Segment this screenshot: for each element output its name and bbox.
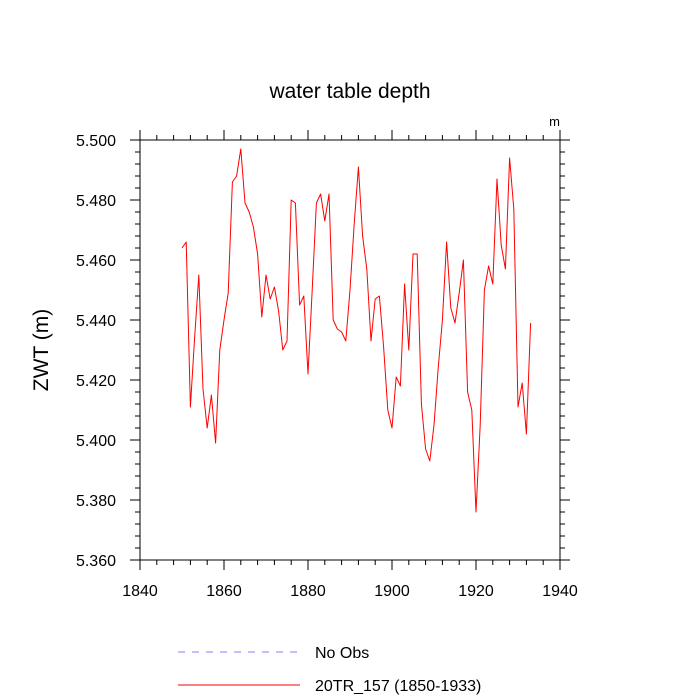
- legend: No Obs 20TR_157 (1850-1933): [178, 645, 481, 695]
- y-tick-label: 5.440: [76, 313, 116, 330]
- x-tick-label: 1880: [290, 583, 326, 600]
- y-tick-label: 5.360: [76, 553, 116, 570]
- chart-title: water table depth: [268, 80, 430, 103]
- plot-frame: [139, 139, 561, 561]
- x-tick-label: 1940: [542, 583, 578, 600]
- y-tick-labels: 5.360 5.380 5.400 5.420 5.440 5.460 5.480 5.500: [76, 133, 116, 570]
- x-tick-label: 1900: [374, 583, 410, 600]
- y-axis-label: ZWT (m): [30, 309, 53, 391]
- x-tick-label: 1920: [458, 583, 494, 600]
- y-tick-label: 5.420: [76, 373, 116, 390]
- series-group: [181, 148, 532, 513]
- x-tick-label: 1840: [122, 583, 158, 600]
- x-tick-label: 1860: [206, 583, 242, 600]
- y-tick-label: 5.480: [76, 193, 116, 210]
- x-tick-labels: 1840 1860 1880 1900 1920 1940: [122, 583, 578, 600]
- series-line-20tr-157: [181, 148, 532, 513]
- axis-ticks: [130, 130, 570, 570]
- y-tick-label: 5.460: [76, 253, 116, 270]
- y-tick-label: 5.500: [76, 133, 116, 150]
- y-tick-label: 5.400: [76, 433, 116, 450]
- legend-label-20tr-157: 20TR_157 (1850-1933): [315, 678, 481, 695]
- legend-label-no-obs: No Obs: [315, 645, 369, 662]
- units-label: m: [549, 114, 560, 129]
- y-tick-label: 5.380: [76, 493, 116, 510]
